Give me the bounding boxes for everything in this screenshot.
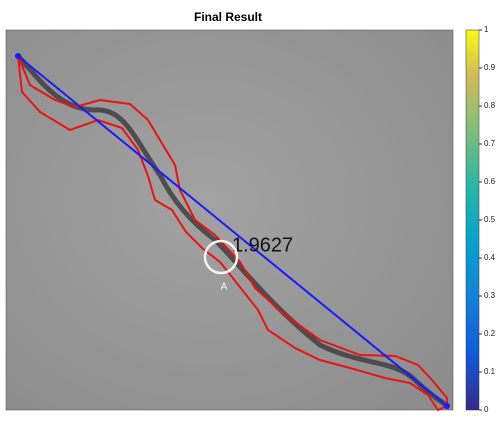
tick-label: 0 bbox=[484, 405, 489, 414]
tick-label: 0.8 bbox=[484, 101, 496, 110]
title: Final Result bbox=[194, 10, 262, 24]
tick-label: 1 bbox=[484, 25, 489, 34]
tick-label: 0.4 bbox=[484, 253, 496, 262]
endpoint bbox=[15, 53, 21, 59]
image bbox=[6, 30, 453, 410]
tick-label: 0.9 bbox=[484, 63, 496, 72]
tick-label: 0.7 bbox=[484, 139, 496, 148]
figure: Final Result 1.9627 A 0 0.1 0.2 0.3 0.4 0.5 0.… bbox=[0, 0, 502, 448]
tick-label: 0.1 bbox=[484, 367, 496, 376]
measurement-label: 1.9627 bbox=[232, 234, 293, 256]
tick-label: 0.6 bbox=[484, 177, 496, 186]
colorbar bbox=[466, 30, 479, 410]
tick-label: 0.3 bbox=[484, 291, 496, 300]
endpoint bbox=[444, 403, 450, 409]
marker-label: A bbox=[221, 282, 228, 293]
tick-label: 0.2 bbox=[484, 329, 496, 338]
tick-label: 0.5 bbox=[484, 215, 496, 224]
